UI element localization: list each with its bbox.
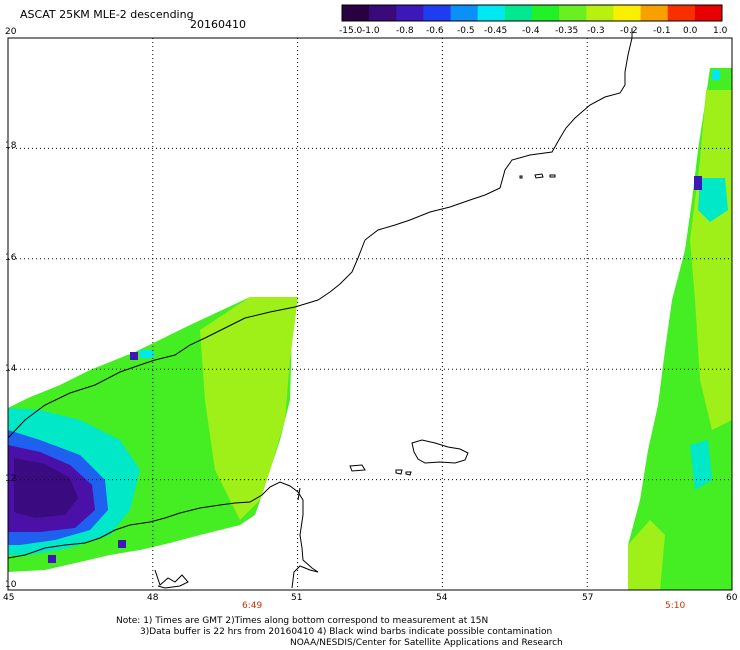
- swath-west-lime: [200, 297, 298, 520]
- swath-east-lime2: [628, 520, 665, 590]
- somali-coastline: [7, 481, 319, 589]
- lat-label: 14: [5, 364, 17, 374]
- colorbar-swatch: [694, 5, 723, 21]
- colorbar-swatch: [423, 5, 451, 21]
- colorbar-swatch: [504, 5, 533, 21]
- colorbar-swatch: [586, 5, 614, 21]
- colorbar-tick: -0.2: [620, 26, 638, 36]
- lon-label: 54: [436, 593, 448, 603]
- colorbar-swatch: [450, 5, 479, 21]
- socotra-island: [411, 439, 469, 464]
- swath-west-speck: [130, 352, 138, 360]
- swath-east-speck: [694, 176, 702, 190]
- colorbar-swatch: [667, 5, 696, 21]
- pass-time-label: 6:49: [242, 601, 263, 611]
- colorbar-tick: 1.0: [713, 26, 728, 36]
- colorbar-tick: -0.6: [426, 26, 444, 36]
- kuria-island: [534, 173, 544, 179]
- colorbar-tick: -15.0: [339, 26, 363, 36]
- footer-credit: NOAA/NESDIS/Center for Satellite Applica…: [290, 638, 563, 648]
- swath-west-deep: [14, 458, 78, 518]
- colorbar-swatch: [369, 5, 397, 21]
- colorbar-tick: -0.35: [555, 26, 579, 36]
- swath-west-speck: [118, 540, 126, 548]
- lon-label: 60: [726, 593, 738, 603]
- lat-label: 20: [5, 27, 17, 37]
- small-island: [405, 471, 412, 476]
- arabian-coastline: [7, 28, 633, 439]
- map-title: ASCAT 25KM MLE-2 descending: [20, 8, 194, 21]
- lat-label: 18: [5, 141, 17, 151]
- colorbar-tick: 0.0: [683, 26, 698, 36]
- colorbar: [341, 4, 723, 22]
- lon-label: 51: [291, 593, 303, 603]
- wind-swath-east: [628, 68, 732, 590]
- swath-east-speck: [712, 70, 720, 80]
- lat-label: 16: [5, 253, 17, 263]
- small-island: [395, 469, 403, 475]
- small-island: [349, 464, 366, 472]
- lon-label: 57: [582, 593, 594, 603]
- lat-lon-grid: [8, 38, 732, 590]
- colorbar-swatch: [342, 5, 370, 21]
- lat-label: 12: [5, 474, 17, 484]
- colorbar-tick: -0.3: [587, 26, 605, 36]
- colorbar-border: [341, 4, 723, 22]
- map-date: 20160410: [190, 18, 246, 31]
- colorbar-swatch: [396, 5, 424, 21]
- horn-coast-detail: [154, 569, 189, 589]
- swath-east-cyan: [698, 178, 728, 222]
- colorbar-tick: -0.5: [457, 26, 475, 36]
- lon-label: 45: [3, 593, 15, 603]
- colorbar-tick: -0.1: [653, 26, 671, 36]
- swath-west-speck: [140, 350, 154, 358]
- footer-note-line1: Note: 1) Times are GMT 2)Times along bot…: [116, 616, 489, 626]
- colorbar-tick: -0.8: [396, 26, 414, 36]
- colorbar-swatch: [640, 5, 669, 21]
- pass-time-label: 5:10: [665, 601, 686, 611]
- colorbar-swatch: [477, 5, 506, 21]
- colorbar-tick: -1.0: [362, 26, 380, 36]
- plot-frame: [7, 37, 733, 591]
- swath-east-lime: [690, 90, 732, 430]
- colorbar-swatch: [532, 5, 560, 21]
- footer-note-line2: 3)Data buffer is 22 hrs from 20160410 4)…: [140, 627, 553, 637]
- lat-label: 10: [5, 580, 17, 590]
- swath-east-cyan2: [690, 440, 712, 490]
- kuria-island: [549, 174, 556, 178]
- colorbar-swatch: [613, 5, 641, 21]
- kuria-island: [519, 175, 523, 179]
- coastline: [7, 28, 633, 589]
- colorbar-swatch: [559, 5, 587, 21]
- swath-west-speck: [48, 555, 56, 563]
- lon-label: 48: [147, 593, 159, 603]
- colorbar-tick: -0.45: [484, 26, 508, 36]
- colorbar-tick: -0.4: [522, 26, 540, 36]
- somali-tip: [297, 487, 301, 501]
